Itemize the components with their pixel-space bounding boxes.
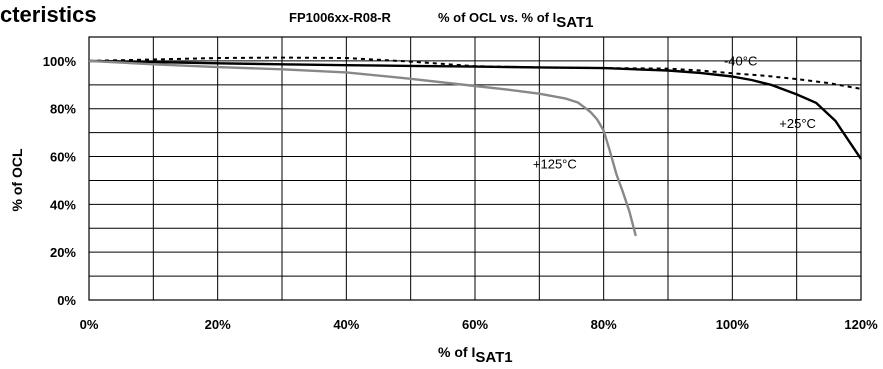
y-tick-label: 60% [50, 150, 76, 165]
y-tick-label: 100% [43, 54, 77, 69]
plot-frame [88, 36, 862, 301]
y-axis-label: % of OCL [9, 148, 25, 211]
x-axis-label: % of ISAT1 [438, 344, 513, 366]
header-fragment: cteristics [0, 2, 97, 27]
series-label: +25°C [779, 116, 816, 131]
series-line [88, 59, 637, 237]
chart-title: % of OCL vs. % of ISAT1 [438, 10, 593, 31]
x-tick-label: 40% [333, 317, 359, 332]
series-line [88, 59, 862, 160]
series-label: -40°C [724, 54, 757, 69]
x-tick-label: 80% [591, 317, 617, 332]
x-tick-label: 60% [462, 317, 488, 332]
y-tick-label: 0% [57, 293, 76, 308]
x-tick-label: 120% [844, 317, 878, 332]
y-tick-label: 40% [50, 197, 76, 212]
series-label: +125°C [533, 157, 577, 172]
chart-title-part: FP1006xx-R08-R [289, 10, 391, 25]
series-layer [88, 56, 862, 237]
tick-labels: 0% 20% 40% 60% 80% 100% 120% 0% 20% 40% 60% 80% 100% [43, 54, 878, 332]
series-labels: -40°C +25°C +125°C [533, 54, 816, 172]
x-tick-label: 20% [205, 317, 231, 332]
x-tick-label: 0% [80, 317, 99, 332]
y-tick-label: 20% [50, 245, 76, 260]
grid [88, 36, 862, 301]
y-tick-label: 80% [50, 102, 76, 117]
x-tick-label: 100% [716, 317, 750, 332]
